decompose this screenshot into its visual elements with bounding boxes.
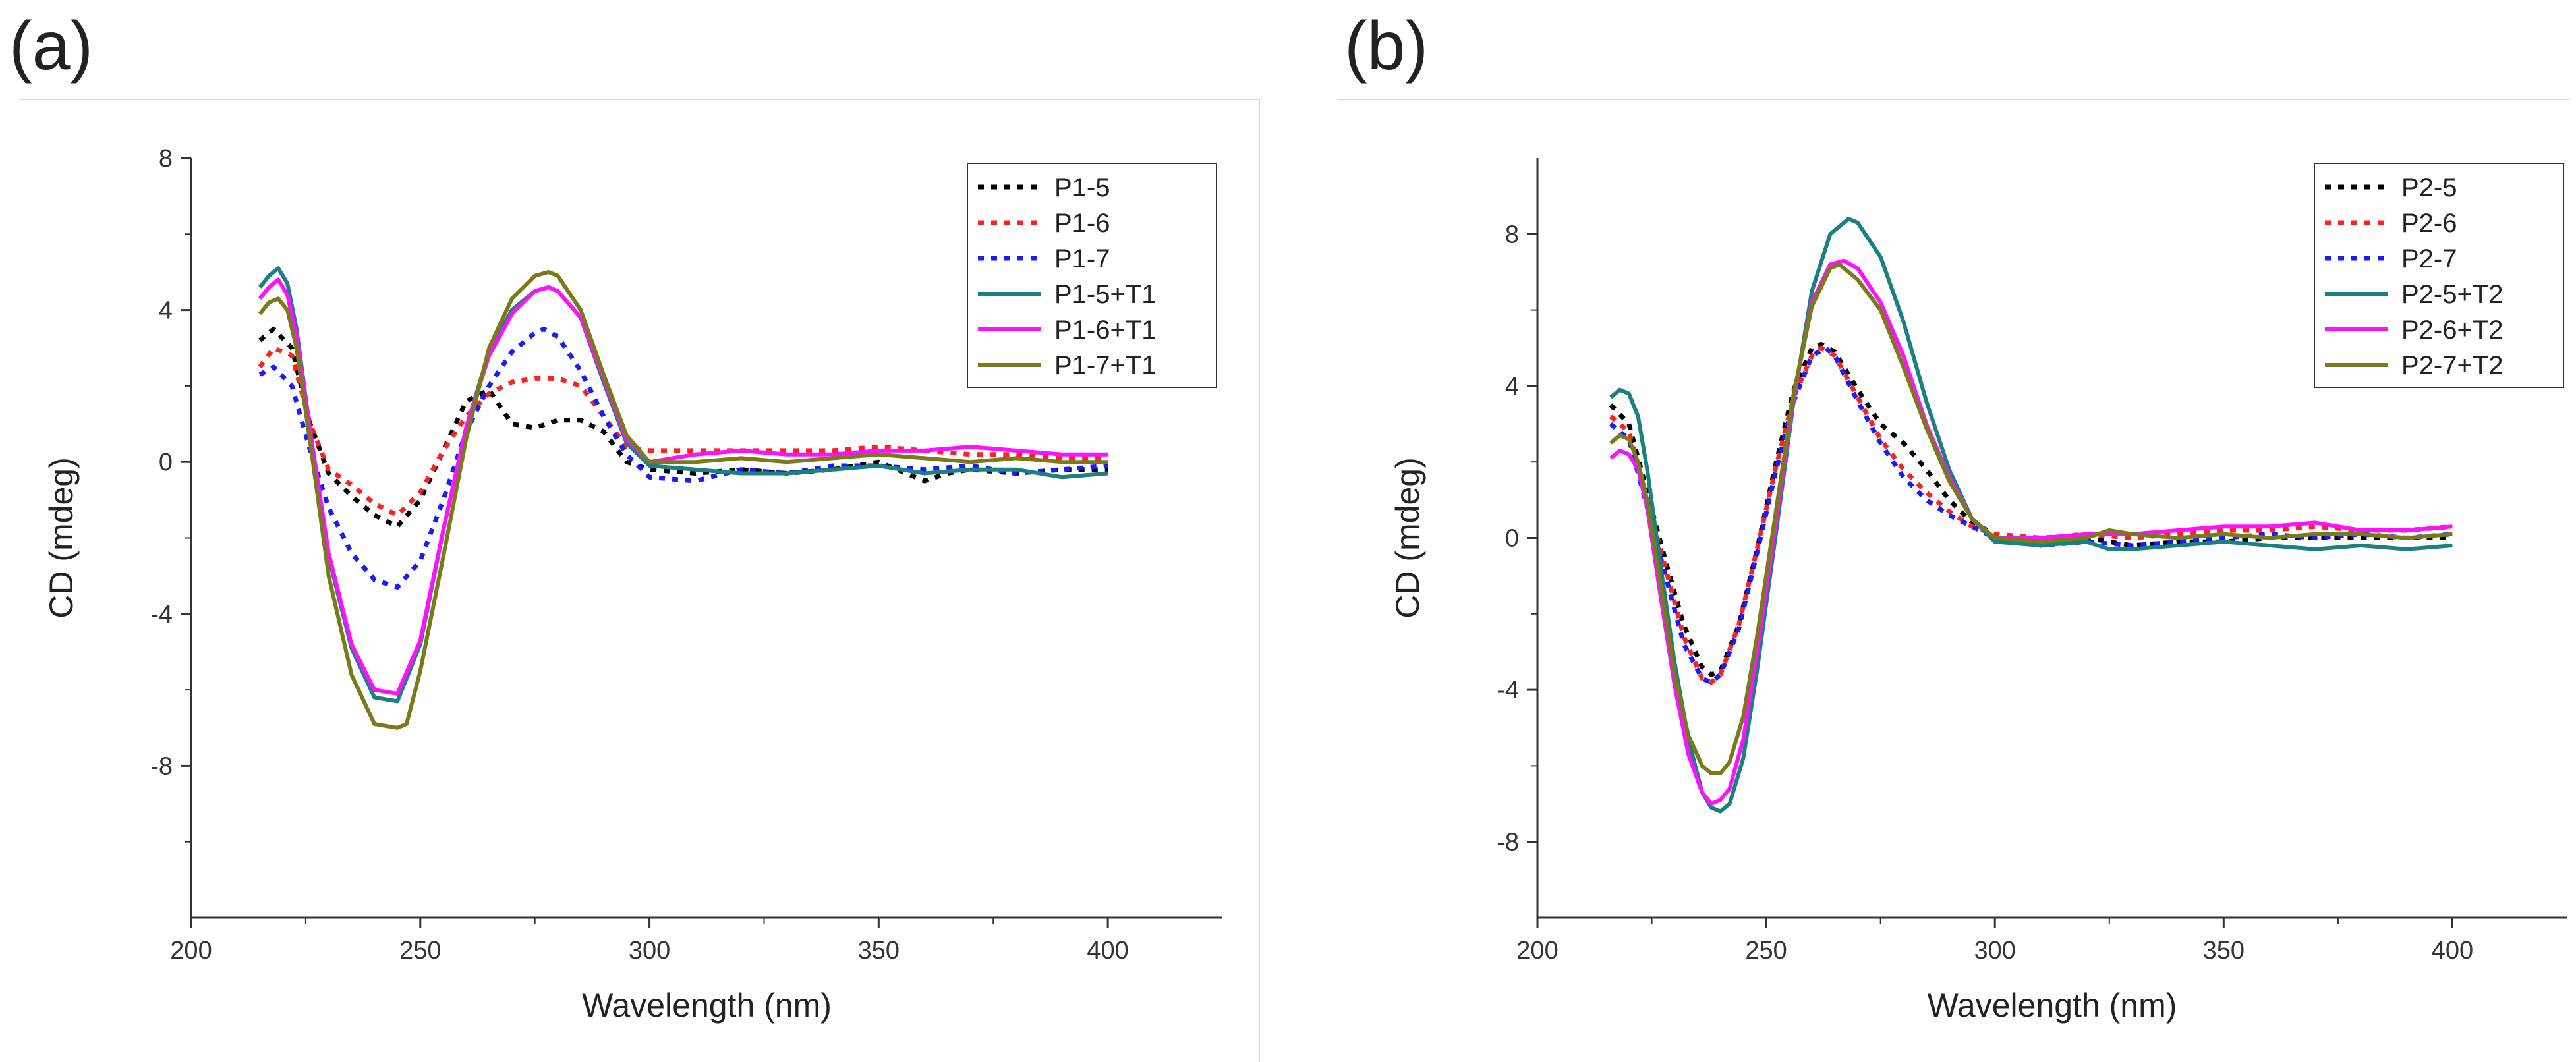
- panel-a-y-tick-label: -8: [150, 752, 173, 780]
- panel-b-y-tick-label: 0: [1505, 525, 1519, 553]
- panel-b-y-tick-label: 4: [1505, 373, 1519, 401]
- panel-b-legend-label: P2-5: [2401, 173, 2457, 202]
- panel-a-x-tick-label: 200: [170, 937, 212, 964]
- panel-b-y-tick-label: -8: [1497, 829, 1519, 856]
- panel-b-x-tick-label: 250: [1745, 937, 1787, 964]
- panel-a-legend-label: P1-7: [1054, 244, 1110, 273]
- panel-a-series-p1-7-t1: [258, 270, 1108, 730]
- panel-b-x-tick-label: 400: [2432, 937, 2473, 964]
- panel-b-y-tick-label: -4: [1497, 677, 1519, 704]
- panel-b-x-axis-title: Wavelength (nm): [1928, 987, 2177, 1024]
- panel-b-chart: 200 250 300 350 400 -8 -4 0 4 8 Wavelength (nm) CD …: [1389, 158, 2567, 1024]
- panel-b-y-tick-label: 8: [1505, 221, 1519, 248]
- panel-b-label: (b): [1344, 8, 1429, 84]
- panel-a-legend-label: P1-7+T1: [1054, 351, 1157, 380]
- panel-a-legend: P1-5 P1-6 P1-7 P1-5+T1 P1-6+T1 P1-7+T1: [967, 163, 1217, 388]
- panel-b-legend-label: P2-5+T2: [2401, 280, 2504, 309]
- panel-a-legend-box: [967, 163, 1217, 388]
- panel-a-series-p1-5: [258, 326, 1108, 529]
- panel-a-x-tick-label: 350: [858, 937, 900, 964]
- panel-a-x-axis-title: Wavelength (nm): [582, 987, 832, 1024]
- panel-a-legend-label: P1-5: [1054, 173, 1110, 202]
- panel-a-y-tick-label: 8: [159, 145, 173, 173]
- panel-a-legend-label: P1-5+T1: [1054, 280, 1157, 309]
- panel-b-x-tick-label: 200: [1516, 937, 1558, 964]
- panel-b-y-axis-title: CD (mdeg): [1389, 457, 1426, 618]
- panel-b-x-tick-label: 300: [1974, 937, 2016, 964]
- panel-a-y-tick-label: 4: [159, 297, 173, 325]
- panel-b-frame: [1338, 99, 2570, 1062]
- panel-a-y-tick-label: -4: [150, 601, 173, 629]
- panel-a-chart: 200 250 300 350 400 -8 -4 0 4 8 Wavelength (nm) CD …: [43, 145, 1222, 1024]
- panel-b-legend-label: P2-7+T2: [2401, 351, 2504, 380]
- panel-a-legend-label: P1-6: [1054, 209, 1110, 238]
- panel-b-series-p2-7-t2: [1609, 262, 2453, 775]
- panel-b-legend-box: [2314, 163, 2564, 388]
- panel-a-label: (a): [9, 8, 94, 84]
- panel-a-x-tick-label: 400: [1087, 937, 1128, 964]
- panel-a-x-tick-label: 250: [399, 937, 441, 964]
- panel-b-legend: P2-5 P2-6 P2-7 P2-5+T2 P2-6+T2 P2-7+T2: [2314, 163, 2564, 388]
- panel-a-x-tick-label: 300: [629, 937, 670, 964]
- panel-b-legend-label: P2-6: [2401, 209, 2457, 238]
- panel-b-series-p2-5: [1609, 342, 2453, 677]
- panel-a-legend-label: P1-6+T1: [1054, 316, 1157, 345]
- panel-a-y-axis-title: CD (mdeg): [43, 457, 80, 618]
- panel-b-legend-label: P2-7: [2401, 244, 2457, 273]
- panel-a-frame: [20, 99, 1260, 1062]
- panel-a-y-tick-label: 0: [159, 449, 173, 476]
- panel-b-x-tick-label: 350: [2203, 937, 2245, 964]
- panel-b-legend-label: P2-6+T2: [2401, 316, 2504, 345]
